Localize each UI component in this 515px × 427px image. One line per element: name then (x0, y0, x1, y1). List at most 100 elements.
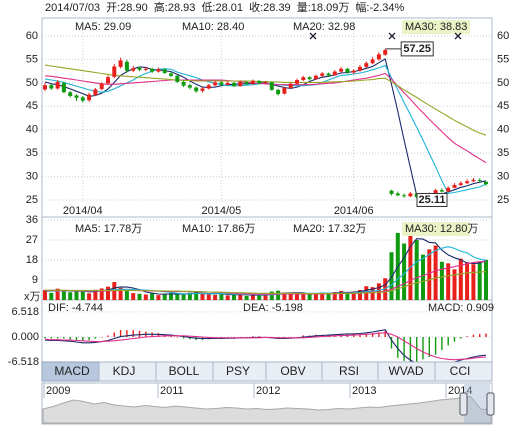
quote-date: 2014/07/03 (45, 2, 100, 14)
volume-bar (433, 245, 438, 300)
tab-label[interactable]: OBV (280, 364, 305, 378)
candle-body (232, 82, 236, 87)
macd-bar (365, 333, 367, 337)
volume-bar (446, 263, 451, 300)
macd-bar (390, 337, 393, 349)
candle-body (358, 66, 362, 71)
event-marker[interactable] (309, 32, 317, 40)
volume-bar (351, 291, 356, 300)
volume-bar (250, 295, 255, 300)
slider-handle[interactable] (459, 392, 468, 416)
volume-bar (181, 294, 186, 300)
macd-bar (119, 330, 122, 337)
legend-entry: DIF: -4.744 (48, 302, 103, 314)
volume-bar (61, 291, 66, 300)
macd-bar (378, 332, 380, 337)
tab-label[interactable]: KDJ (113, 364, 136, 378)
low-annotation: 25.11 (419, 194, 446, 206)
macd-bar (63, 337, 65, 339)
year-label: 2012 (256, 385, 280, 397)
macd-bar (460, 337, 462, 339)
volume-bar (332, 292, 337, 300)
volume-bar (370, 287, 375, 300)
candle-body (43, 85, 47, 90)
macd-bar (126, 330, 128, 337)
overview-plot (42, 395, 492, 424)
candle-body (351, 70, 356, 73)
volume-bar (358, 290, 362, 300)
volume-bar (187, 292, 192, 300)
volume-bar (288, 294, 293, 300)
macd-bar (69, 337, 71, 340)
candle-body (124, 61, 129, 71)
candle-body (263, 82, 268, 84)
y-tick-label: 27 (26, 234, 38, 246)
y-tick-label: 35 (26, 147, 38, 159)
volume-bar (263, 294, 268, 300)
y-tick-label-right: 60 (497, 30, 509, 42)
tab[interactable] (434, 361, 493, 382)
macd-bar (107, 335, 109, 337)
candle-body (446, 187, 451, 192)
tab-label[interactable]: MACD (54, 364, 90, 378)
candle-body (383, 50, 388, 55)
macd-bar (302, 335, 304, 337)
candle-body (87, 94, 92, 101)
macd-bar (113, 332, 115, 337)
volume-bar (194, 292, 199, 300)
slider-handle[interactable] (486, 392, 495, 416)
volume-bar (484, 259, 488, 300)
volume-bar (74, 290, 79, 300)
candle-body (169, 73, 173, 76)
tab-label[interactable]: CCI (450, 364, 471, 378)
candle-body (99, 83, 104, 89)
y-tick-label: 18 (26, 254, 38, 266)
tab-label[interactable]: RSI (339, 364, 359, 378)
volume-bar (257, 295, 262, 300)
tab-label[interactable]: BOLL (169, 364, 200, 378)
macd-bar (353, 334, 355, 337)
quote-high: 高:28.93 (154, 0, 196, 14)
volume-bar (477, 261, 482, 300)
event-marker[interactable] (388, 32, 396, 40)
candle-body (288, 83, 293, 89)
y-tick-label: 36 (26, 214, 38, 226)
event-marker[interactable] (454, 32, 462, 40)
candle-body (49, 85, 54, 89)
candle-body (408, 193, 413, 197)
macd-bar (94, 337, 97, 339)
macd-bar (447, 337, 449, 346)
y-tick-label: 0.000 (11, 331, 39, 343)
volume-bar (225, 295, 230, 300)
tab-label[interactable]: PSY (226, 364, 250, 378)
macd-bar (176, 337, 178, 338)
tab-label[interactable]: WVAD (388, 364, 423, 378)
volume-bar (232, 294, 236, 300)
candle-body (465, 181, 470, 184)
candle-body (332, 71, 337, 76)
legend-entry: MA5: 17.78万 (75, 223, 142, 235)
macd-bar (403, 337, 405, 361)
quote-close: 收:28.39 (249, 0, 291, 14)
volume-bar (320, 292, 325, 300)
year-label: 2013 (352, 385, 376, 397)
candle-body (244, 81, 249, 84)
annotation-box (400, 41, 434, 57)
volume-bar (345, 292, 350, 300)
candle-body (320, 73, 325, 76)
legend-entry: MA5: 29.09 (75, 21, 131, 33)
macd-bar (466, 336, 468, 337)
y-tick-label: -6.518 (8, 356, 39, 368)
volume-bar (339, 290, 344, 300)
volume-bar (276, 290, 281, 300)
candle-body (484, 181, 488, 185)
candle-body (118, 60, 123, 67)
overview-selection[interactable] (464, 384, 490, 423)
legend-entry: MA30: 38.83 (405, 21, 467, 33)
candle-body (364, 63, 369, 67)
volume-bar (87, 293, 92, 300)
candle-body (477, 179, 482, 181)
macd-bar (101, 337, 103, 338)
macd-bar (397, 337, 399, 358)
quote-volume: 量:18.09万 (297, 1, 350, 14)
